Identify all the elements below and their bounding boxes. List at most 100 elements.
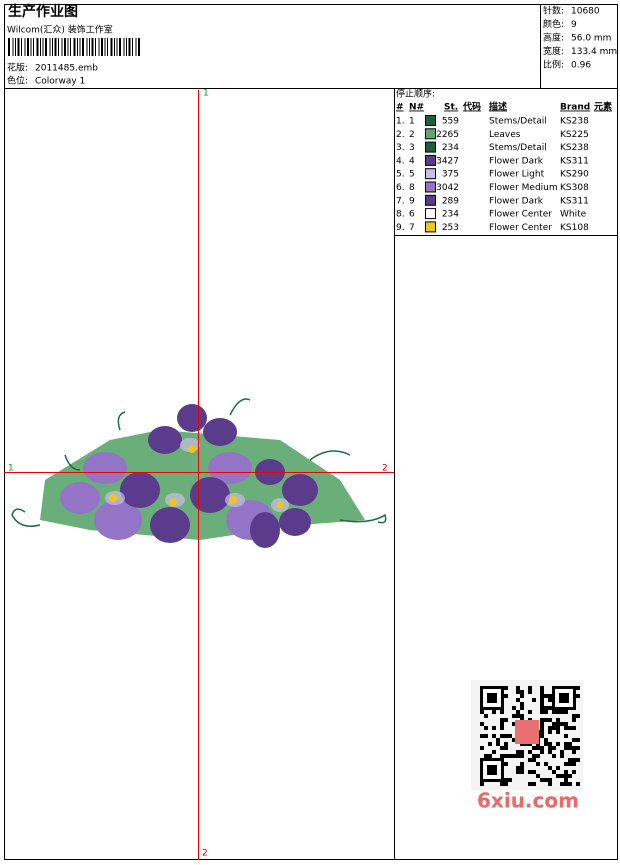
needle: 8	[409, 183, 415, 193]
qr-cell	[528, 690, 532, 694]
qr-cell	[576, 758, 580, 762]
bar	[110, 38, 113, 56]
description: Flower Medium	[489, 183, 558, 193]
qr-cell	[528, 686, 532, 690]
qr-cell	[564, 746, 568, 750]
qr-cell	[540, 730, 544, 734]
qr-cell	[540, 722, 544, 726]
color-swatch	[425, 208, 436, 220]
stat-value: 0.96	[571, 61, 591, 71]
qr-cell	[572, 750, 576, 754]
qr-cell	[548, 706, 552, 710]
qr-cell	[532, 782, 536, 786]
qr-cell	[544, 694, 548, 698]
stitches: 234	[442, 210, 459, 220]
bar	[58, 38, 59, 56]
qr-cell	[520, 714, 524, 718]
qr-cell	[540, 698, 544, 702]
qr-cell	[576, 746, 580, 750]
brand: KS108	[560, 223, 589, 233]
qr-cell	[540, 694, 544, 698]
qr-cell	[556, 742, 560, 746]
brand: KS225	[560, 130, 589, 140]
qr-cell	[512, 722, 516, 726]
stitches: 253	[442, 223, 459, 233]
qr-cell	[492, 750, 496, 754]
stat-value: 133.4 mm	[571, 47, 617, 57]
color-table: # N# St. 代码 描述 Brand 元素 1. 1 559 Stems/Detail KS238…	[396, 101, 612, 233]
qr-cell	[548, 766, 552, 770]
qr-cell	[572, 714, 576, 718]
qr-cell	[504, 694, 508, 698]
qr-cell	[484, 726, 488, 730]
qr-cell	[496, 742, 500, 746]
column-header: St.	[444, 103, 458, 113]
qr-cell	[560, 774, 564, 778]
qr-cell	[548, 730, 552, 734]
qr-cell	[508, 778, 512, 782]
bar	[98, 38, 100, 56]
qr-cell	[500, 726, 504, 730]
bar	[138, 38, 140, 56]
qr-cell	[564, 778, 568, 782]
qr-cell	[504, 778, 508, 782]
stitches: 3042	[436, 183, 459, 193]
qr-cell	[488, 754, 492, 758]
row-number: 9.	[396, 223, 405, 233]
qr-cell	[516, 690, 520, 694]
bar	[67, 38, 69, 56]
qr-cell	[556, 718, 560, 722]
row-number: 6.	[396, 183, 405, 193]
qr-cell	[572, 726, 576, 730]
qr-cell	[500, 746, 504, 750]
qr-cell	[500, 754, 504, 758]
color-swatch	[425, 181, 436, 193]
brand: KS238	[560, 143, 589, 153]
qr-cell	[564, 770, 568, 774]
bar	[30, 38, 32, 56]
qr-cell	[568, 726, 572, 730]
qr-cell	[500, 722, 504, 726]
qr-cell	[552, 726, 556, 730]
qr-cell	[552, 770, 556, 774]
color-swatch	[425, 128, 436, 140]
qr-cell	[576, 738, 580, 742]
color-swatch	[425, 221, 436, 233]
needle: 3	[409, 143, 415, 153]
qr-cell	[544, 718, 548, 722]
qr-cell	[532, 770, 536, 774]
company: Wilcom(汇众) 装饰工作室	[7, 24, 113, 36]
qr-cell	[548, 742, 552, 746]
qr-cell	[548, 746, 552, 750]
qr-cell	[480, 746, 484, 750]
qr-cell	[572, 746, 576, 750]
bar	[61, 38, 63, 56]
qr-cell	[512, 754, 516, 758]
bar	[79, 38, 81, 56]
bar	[27, 38, 29, 56]
stitches: 3427	[436, 156, 459, 166]
stitches: 2265	[436, 130, 459, 140]
qr-cell	[516, 710, 520, 714]
qr-cell	[512, 714, 516, 718]
color-swatch	[425, 115, 436, 126]
color-swatch	[425, 141, 436, 153]
qr-cell	[548, 726, 552, 730]
qr-cell	[556, 774, 560, 778]
qr-cell	[564, 782, 568, 786]
crosshair-label: 2	[382, 464, 388, 474]
stitches: 289	[442, 196, 459, 206]
qr-cell	[560, 754, 564, 758]
color-swatch	[425, 154, 436, 166]
qr-cell	[556, 766, 560, 770]
stitches: 559	[442, 117, 459, 127]
qr-cell	[480, 722, 484, 726]
table-caption: 停止顺序:	[396, 88, 435, 100]
bar	[77, 38, 78, 56]
qr-cell	[528, 758, 532, 762]
needle: 7	[409, 223, 415, 233]
qr-cell	[576, 686, 580, 690]
row-number: 4.	[396, 156, 405, 166]
bar	[128, 38, 131, 56]
column-header: 代码	[462, 101, 481, 113]
